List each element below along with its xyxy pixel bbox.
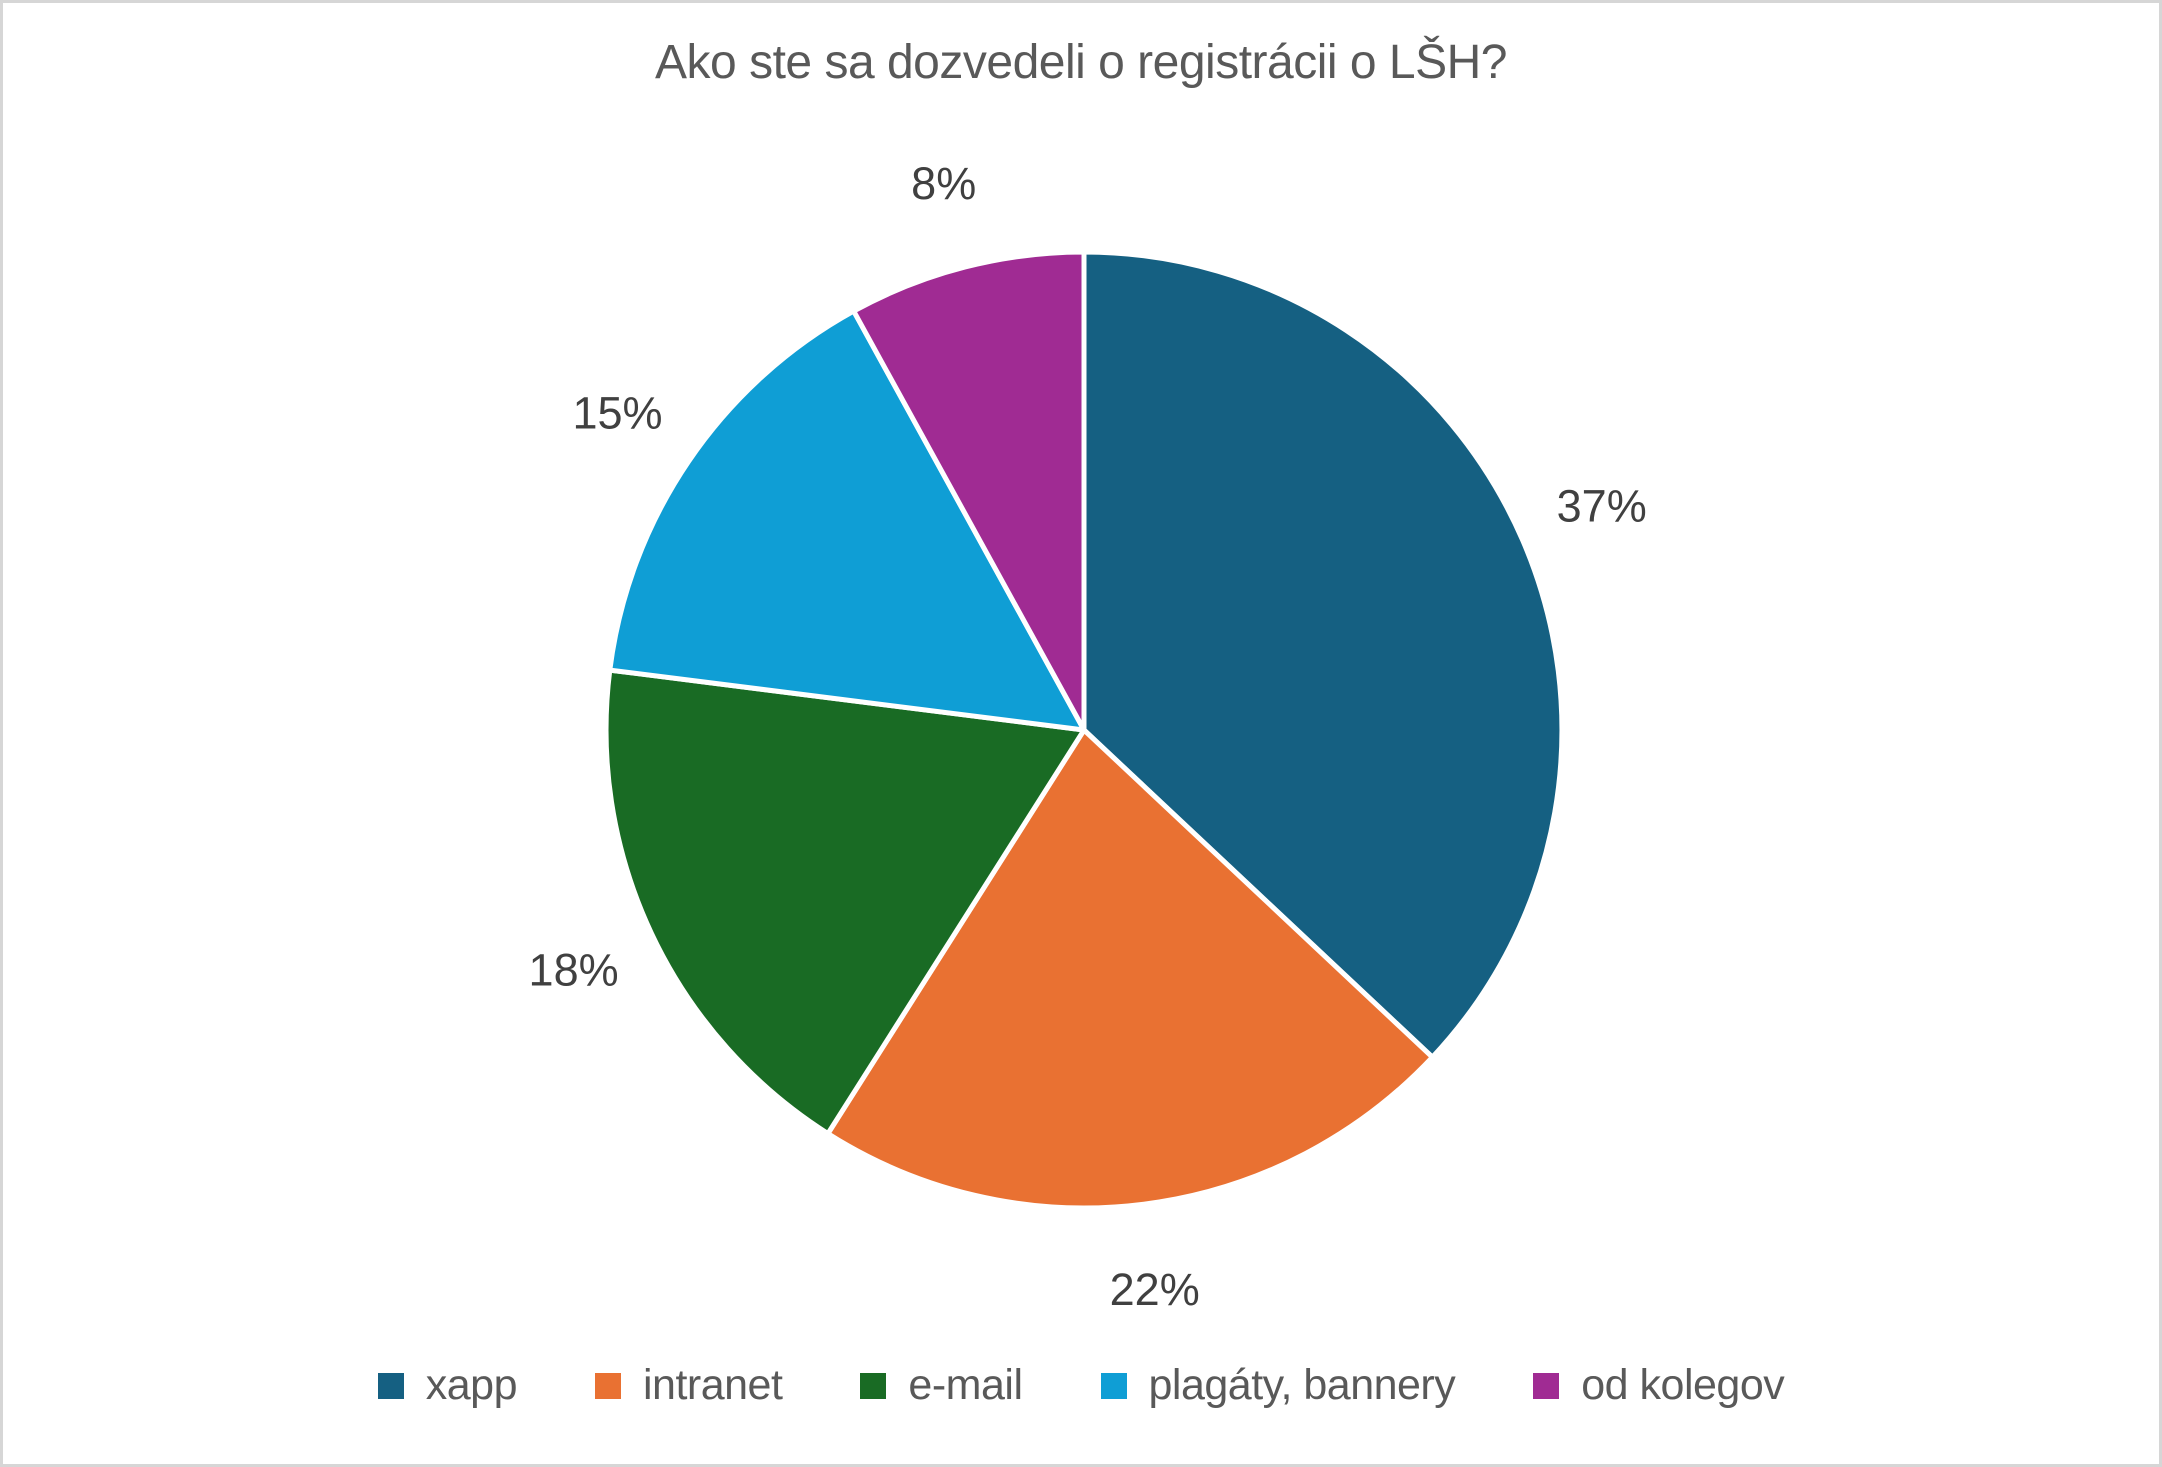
pie-slice-e-mail (603, 667, 1087, 1137)
legend-label: intranet (642, 1361, 783, 1409)
pie-slice-od-kolegov (851, 249, 1087, 733)
legend-item-e-mail: e-mail (860, 1361, 1023, 1410)
legend-swatch-icon (377, 1372, 404, 1399)
legend-label: xapp (425, 1361, 518, 1409)
data-label-plag-ty-bannery: 15% (572, 388, 662, 439)
pie-slice-plag-ty-bannery (607, 308, 1087, 733)
data-label-intranet: 22% (1110, 1264, 1200, 1315)
data-label-e-mail: 18% (529, 945, 619, 996)
pie-chart: 37% 22% 18% 15% 8% (529, 158, 1647, 1315)
legend-swatch-icon (1100, 1372, 1127, 1399)
chart-legend: xapp intranet e-mail plagáty, bannery od kol… (3, 1361, 2159, 1410)
pie-slice-xapp (1081, 249, 1565, 1060)
legend-swatch-icon (594, 1372, 621, 1399)
data-label-xapp: 37% (1557, 481, 1647, 532)
legend-label: e-mail (908, 1361, 1023, 1409)
chart-title: Ako ste sa dozvedeli o registrácii o LŠH… (655, 36, 1507, 89)
legend-swatch-icon (860, 1372, 887, 1399)
legend-label: plagáty, bannery (1148, 1361, 1456, 1409)
legend-item-od-kolegov: od kolegov (1533, 1361, 1785, 1410)
legend-swatch-icon (1533, 1372, 1560, 1399)
pie-slice-intranet (825, 727, 1435, 1211)
legend-item-xapp: xapp (377, 1361, 518, 1410)
data-label-od-kolegov: 8% (911, 158, 976, 209)
legend-item-plag-ty-bannery: plagáty, bannery (1100, 1361, 1456, 1410)
legend-label: od kolegov (1581, 1361, 1785, 1409)
legend-item-intranet: intranet (594, 1361, 783, 1410)
